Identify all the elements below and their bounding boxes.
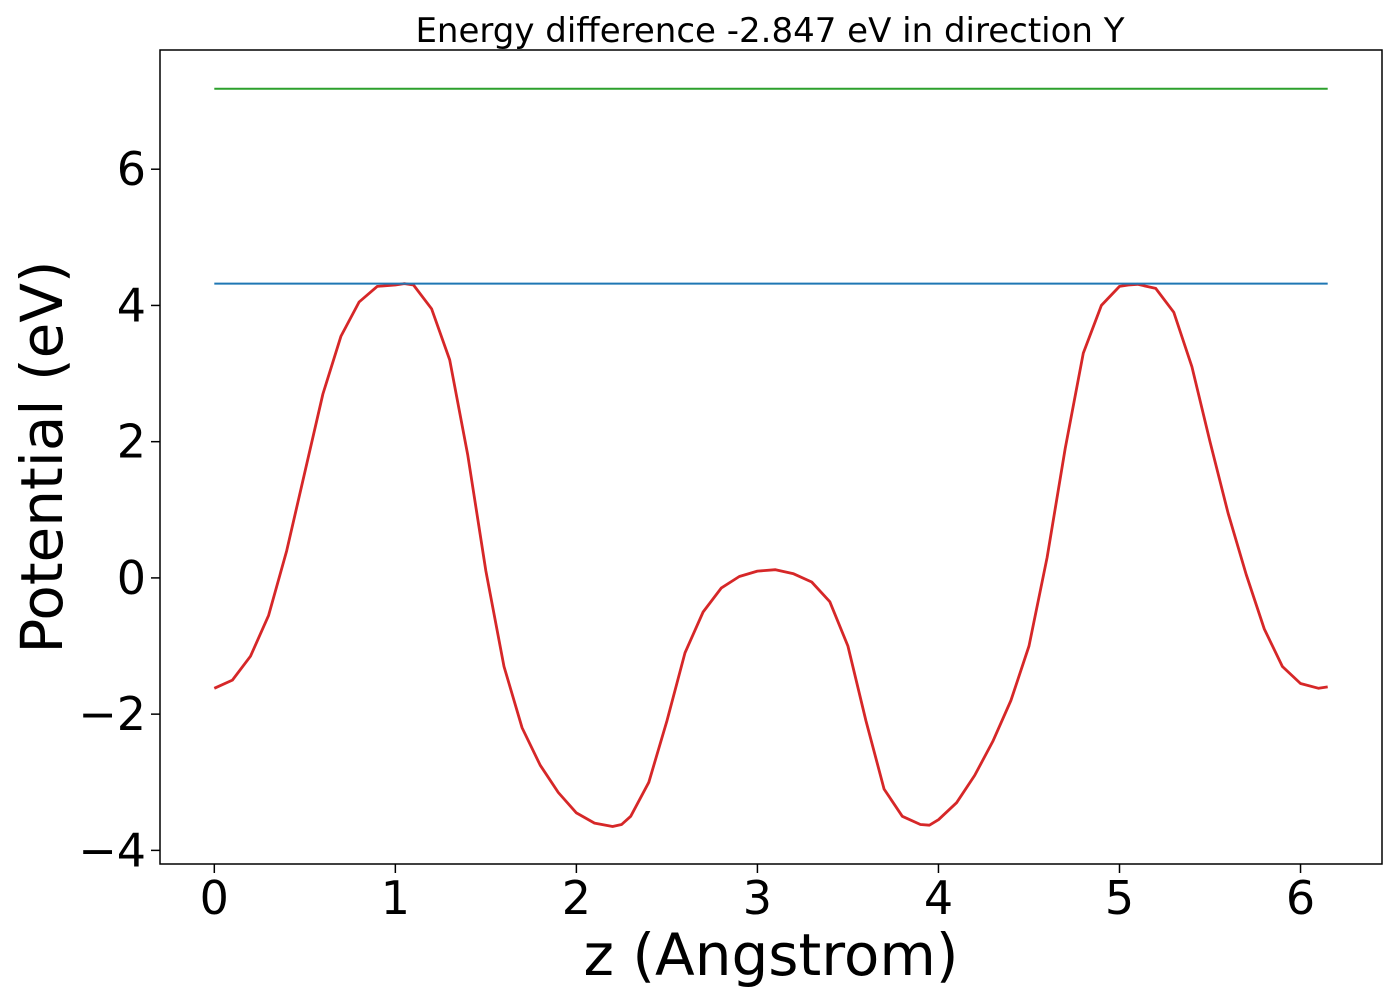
y-tick-label: 6 <box>117 142 146 196</box>
y-tick-label: 4 <box>117 278 146 332</box>
x-tick-label: 5 <box>1105 871 1134 925</box>
y-tick-label: −4 <box>78 823 146 877</box>
series-layer <box>213 87 1328 828</box>
x-tick-label: 2 <box>562 871 591 925</box>
x-axis-ticks: 0 1 2 3 4 5 6 <box>200 864 1315 925</box>
series-line-0 <box>213 282 1328 828</box>
x-tick-label: 1 <box>381 871 410 925</box>
x-tick-label: 3 <box>743 871 772 925</box>
x-tick-label: 4 <box>924 871 953 925</box>
chart-title: Energy difference -2.847 eV in direction… <box>415 11 1124 51</box>
x-tick-label: 6 <box>1286 871 1315 925</box>
x-axis-label: z (Angstrom) <box>584 921 959 989</box>
y-axis-label: Potential (eV) <box>8 260 76 653</box>
y-tick-label: 0 <box>117 551 146 605</box>
plot-frame <box>159 49 1383 865</box>
y-tick-label: −2 <box>78 687 146 741</box>
x-tick-label: 0 <box>200 871 229 925</box>
y-axis-ticks: −4 −2 0 2 4 6 <box>78 142 160 877</box>
y-tick-label: 2 <box>117 415 146 469</box>
